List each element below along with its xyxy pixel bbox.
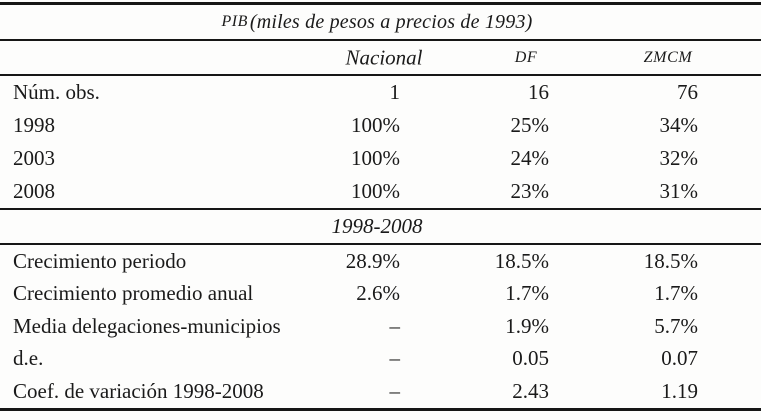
row-label: Media delegaciones-municipios — [13, 313, 281, 338]
table-row-2003: 2003 100% 24% 32% — [0, 142, 698, 175]
table-row-num-obs: Núm. obs. 1 16 76 — [0, 76, 698, 109]
row-label: Coef. de variación 1998-2008 — [13, 378, 264, 403]
cell-nacional: – — [389, 346, 401, 371]
cell-zmcm: 76 — [677, 80, 698, 104]
row-label: 1998 — [13, 113, 55, 137]
cell-nacional: – — [389, 313, 401, 338]
row-label: d.e. — [13, 346, 44, 371]
cell-zmcm: 1.19 — [661, 378, 698, 403]
cell-zmcm: 1.7% — [654, 281, 698, 306]
table-row-crecimiento-periodo: Crecimiento periodo 28.9% 18.5% 18.5% — [0, 245, 698, 278]
cell-df: 24% — [510, 146, 550, 170]
table-row-media-delegaciones: Media delegaciones-municipios – 1.9% 5.7… — [0, 310, 698, 343]
cell-zmcm: 0.07 — [661, 346, 698, 371]
cell-df: 16 — [528, 80, 549, 104]
row-label: 2003 — [13, 146, 55, 170]
table-row-crecimiento-promedio: Crecimiento promedio anual 2.6% 1.7% 1.7… — [0, 278, 698, 311]
table-row-2008: 2008 100% 23% 31% — [0, 175, 698, 208]
table-row-de: d.e. – 0.05 0.07 — [0, 343, 698, 376]
cell-nacional: 100% — [351, 113, 400, 137]
rule-below-header — [0, 74, 761, 76]
cell-zmcm: 34% — [659, 113, 699, 137]
cell-nacional: – — [389, 378, 401, 403]
cell-df: 0.05 — [512, 346, 549, 371]
cell-nacional: 100% — [351, 179, 400, 203]
cell-df: 2.43 — [512, 378, 549, 403]
table-row-coef-variacion: Coef. de variación 1998-2008 – 2.43 1.19 — [0, 375, 698, 408]
row-label: 2008 — [13, 179, 55, 203]
top-rule — [0, 2, 761, 5]
column-header-row: Nacional DF ZMCM — [0, 41, 761, 74]
cell-df: 1.9% — [505, 313, 549, 338]
cell-zmcm: 18.5% — [643, 248, 698, 273]
cell-zmcm: 5.7% — [654, 313, 698, 338]
column-header-zmcm: ZMCM — [643, 48, 693, 66]
table-title-text: (miles de pesos a precios de 1993) — [249, 10, 533, 33]
cell-df: 1.7% — [505, 281, 549, 306]
rule-below-section — [0, 243, 761, 245]
cell-df: 25% — [510, 113, 550, 137]
rule-below-title — [0, 39, 761, 41]
section-header-1998-2008: 1998-2008 — [331, 214, 423, 238]
table-title-abbr: PIB — [221, 13, 248, 30]
cell-df: 18.5% — [494, 248, 549, 273]
cell-df: 23% — [510, 179, 550, 203]
table-row-1998: 1998 100% 25% 34% — [0, 109, 698, 142]
rule-above-section — [0, 208, 761, 210]
cell-zmcm: 31% — [659, 179, 699, 203]
cell-nacional: 28.9% — [345, 248, 400, 273]
row-label: Núm. obs. — [13, 80, 100, 104]
column-header-df: DF — [514, 48, 538, 66]
row-label: Crecimiento promedio anual — [13, 281, 254, 306]
column-header-nacional: Nacional — [345, 45, 423, 69]
cell-nacional: 1 — [389, 80, 401, 104]
bottom-rule — [0, 407, 761, 411]
table-title: PIB (miles de pesos a precios de 1993) — [0, 5, 761, 39]
cell-zmcm: 32% — [659, 146, 699, 170]
pib-table: PIB (miles de pesos a precios de 1993) N… — [0, 2, 761, 411]
row-label: Crecimiento periodo — [13, 248, 187, 273]
cell-nacional: 100% — [351, 146, 400, 170]
cell-nacional: 2.6% — [356, 281, 400, 306]
